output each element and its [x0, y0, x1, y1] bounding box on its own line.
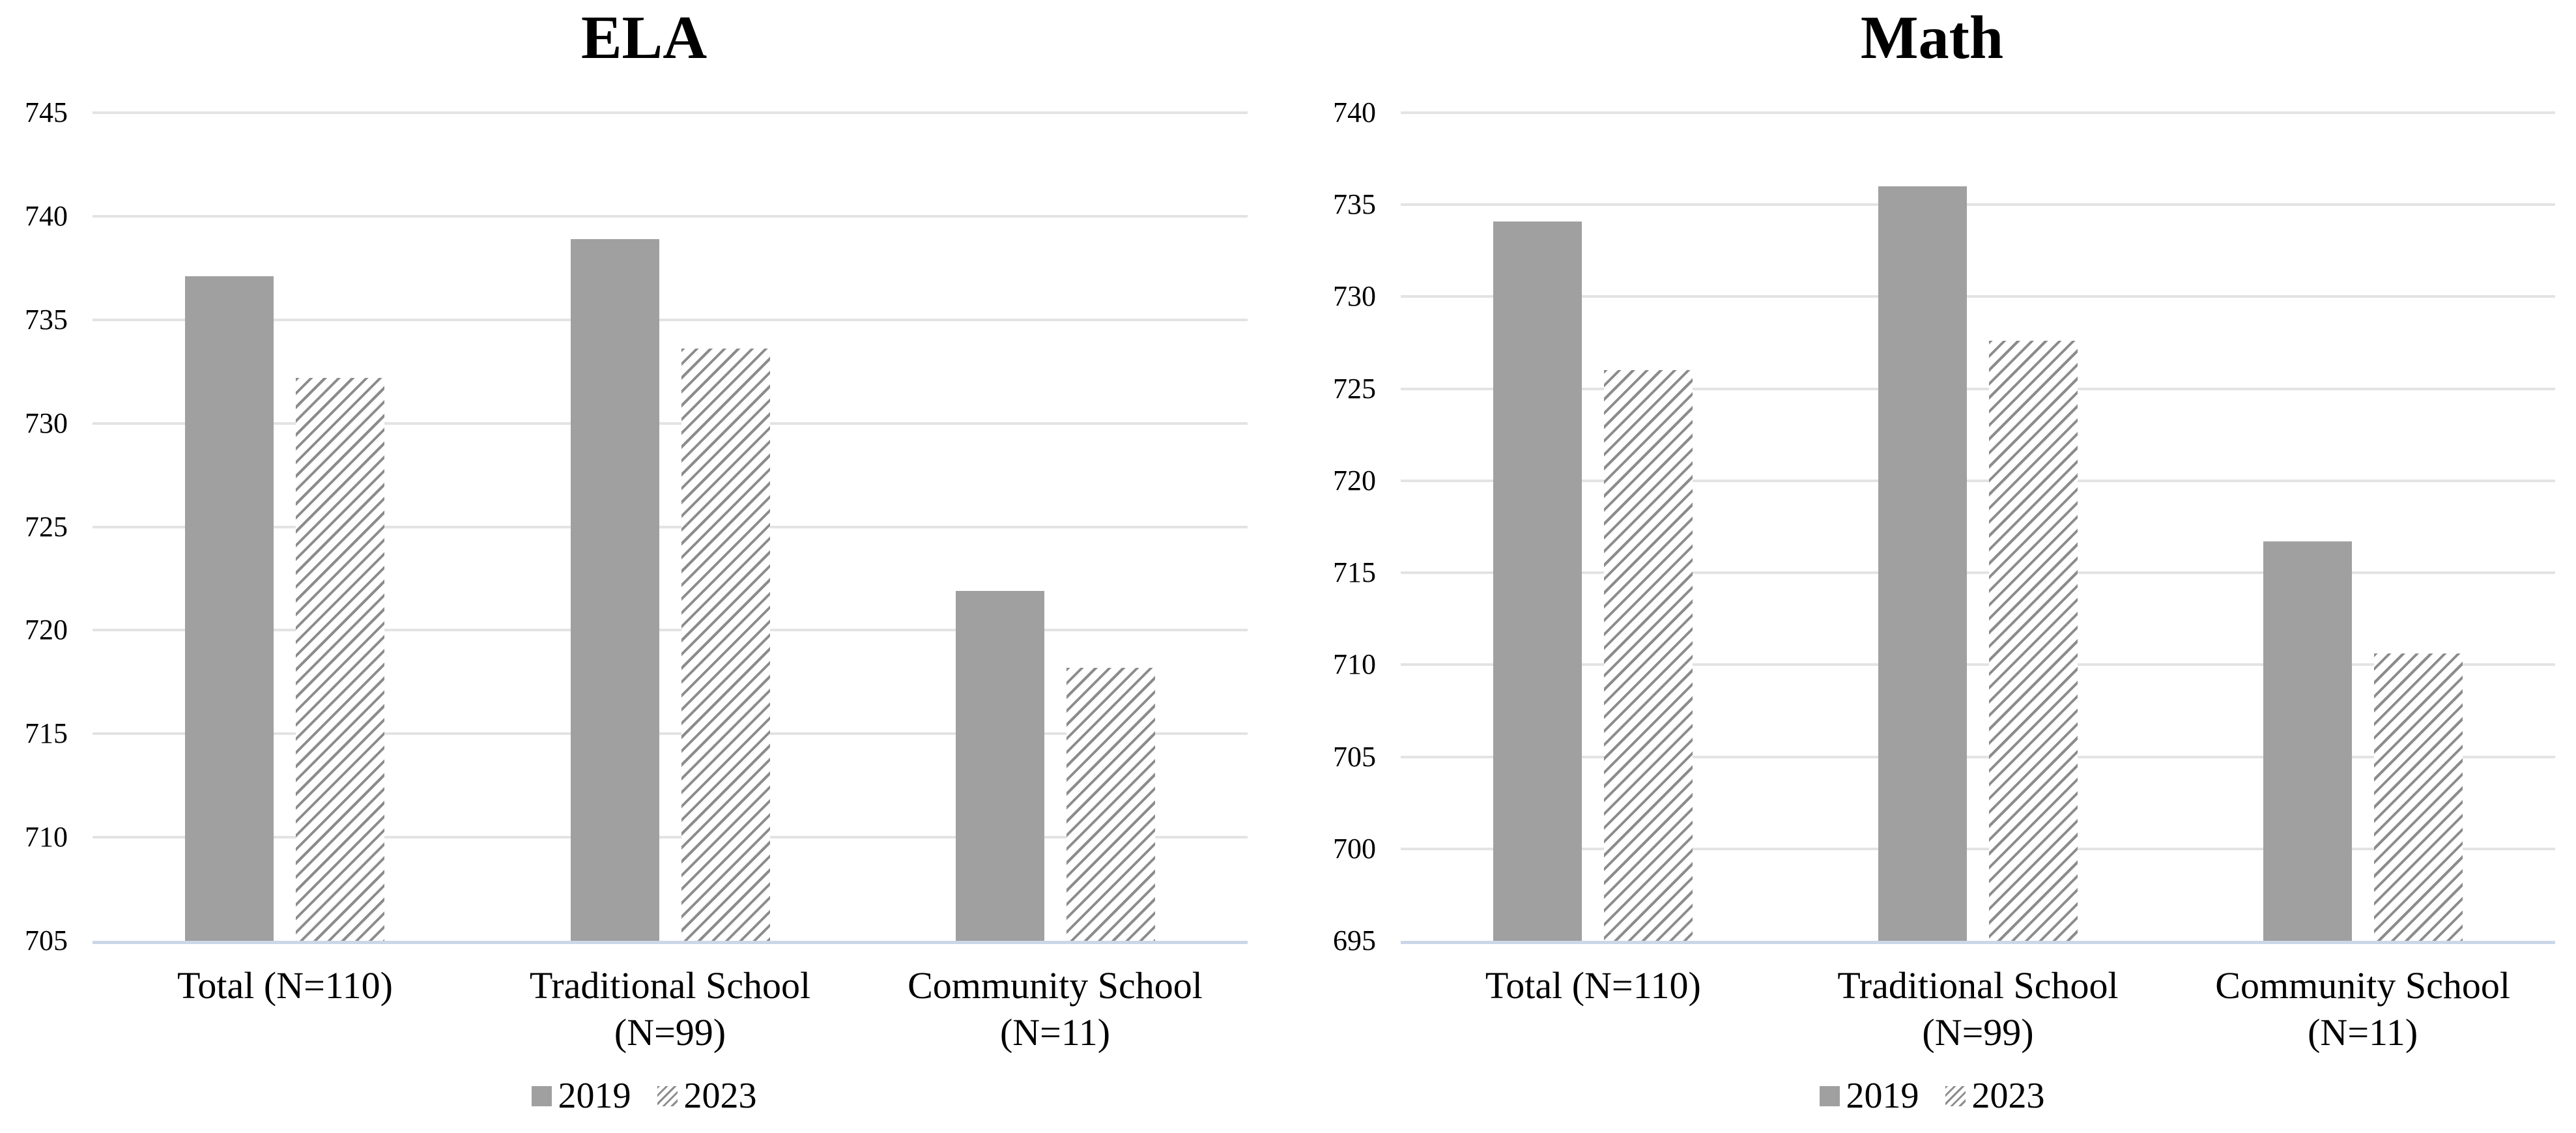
solid-swatch-icon	[1819, 1085, 1840, 1106]
bar-2019-community-school	[2263, 541, 2352, 941]
gridline	[93, 836, 1248, 839]
bar-2023-traditional-school	[1989, 341, 2078, 941]
hatched-swatch-icon	[1945, 1085, 1966, 1106]
x-axis-category-label: Traditional School (N=99)	[1837, 962, 2118, 1056]
ela-x-axis-category-labels: Total (N=110) Traditional School (N=99) Com…	[93, 962, 1248, 1086]
category-label-line1: Total (N=110)	[1485, 964, 1701, 1007]
x-axis-category-label: Total (N=110)	[177, 962, 393, 1009]
bar-2023-community-school	[1066, 667, 1155, 941]
bar-2019-total-n-110-	[185, 276, 274, 941]
y-axis-tick-label: 705	[1333, 740, 1376, 773]
y-axis-tick-label: 740	[1333, 96, 1376, 128]
category-label-line1: Community School	[2215, 964, 2511, 1007]
math-chart-title: Math	[1860, 4, 2004, 72]
math-plot-area	[1401, 111, 2555, 944]
bar-2023-community-school	[2373, 653, 2463, 941]
gridline	[93, 629, 1248, 632]
y-axis-tick-label: 740	[25, 199, 68, 232]
gridline	[1401, 203, 2555, 207]
gridline	[1401, 755, 2555, 758]
y-axis-tick-label: 725	[1333, 372, 1376, 405]
hatched-swatch-icon	[657, 1085, 678, 1106]
ela-y-axis-tick-labels: 705 710 715 720 725 730 735 740 745	[0, 98, 68, 955]
gridline	[1401, 847, 2555, 850]
category-label-line2: (N=11)	[999, 1011, 1111, 1054]
legend-label: 2019	[558, 1076, 631, 1116]
y-axis-tick-label: 705	[25, 925, 68, 956]
gridline	[93, 732, 1248, 736]
category-label-line1: Community School	[908, 964, 1203, 1007]
category-label-line2: (N=99)	[614, 1011, 726, 1054]
gridline	[1401, 479, 2555, 482]
y-axis-tick-label: 730	[25, 407, 68, 439]
gridline	[1401, 387, 2555, 390]
x-axis-category-label: Traditional School (N=99)	[530, 962, 810, 1056]
y-axis-tick-label: 715	[25, 717, 68, 750]
gridline	[1401, 663, 2555, 667]
y-axis-tick-label: 745	[25, 96, 68, 128]
category-label-line2: (N=99)	[1922, 1011, 2034, 1054]
x-axis-category-label: Community School (N=11)	[2215, 962, 2510, 1056]
bar-2019-community-school	[955, 591, 1044, 941]
gridline	[93, 422, 1248, 425]
category-label-line1: Total (N=110)	[177, 964, 393, 1007]
math-y-axis-tick-labels: 695 700 705 710 715 720 725 730 735 740	[1288, 98, 1376, 955]
x-axis-category-label: Total (N=110)	[1485, 962, 1701, 1009]
y-axis-tick-label: 735	[25, 303, 68, 336]
bar-2019-traditional-school	[570, 238, 659, 941]
y-axis-tick-label: 695	[1333, 925, 1376, 956]
y-axis-tick-label: 730	[1333, 280, 1376, 313]
category-label-line1: Traditional School	[1837, 964, 2119, 1007]
gridline	[1401, 295, 2555, 298]
bar-2023-total-n-110-	[1604, 370, 1693, 941]
solid-swatch-icon	[531, 1085, 552, 1106]
y-axis-tick-label: 735	[1333, 188, 1376, 221]
math-legend: 2019 2023	[1288, 1075, 2576, 1117]
y-axis-tick-label: 720	[25, 614, 68, 646]
legend-item-2023: 2023	[1945, 1075, 2045, 1117]
gridline	[1401, 111, 2555, 114]
y-axis-tick-label: 710	[1333, 648, 1376, 681]
bar-2023-traditional-school	[681, 349, 770, 941]
legend-label: 2019	[1846, 1076, 1919, 1116]
gridline	[93, 525, 1248, 528]
bar-2019-traditional-school	[1878, 186, 1967, 941]
legend-item-2023: 2023	[657, 1075, 757, 1117]
legend-item-2019: 2019	[531, 1075, 631, 1117]
category-label-line1: Traditional School	[529, 964, 811, 1007]
bar-2019-total-n-110-	[1493, 221, 1582, 941]
math-x-axis-category-labels: Total (N=110) Traditional School (N=99) Com…	[1401, 962, 2555, 1086]
legend-item-2019: 2019	[1819, 1075, 1919, 1117]
legend-label: 2023	[1971, 1076, 2045, 1116]
category-label-line2: (N=11)	[2308, 1011, 2418, 1054]
ela-legend: 2019 2023	[0, 1075, 1288, 1117]
y-axis-tick-label: 700	[1333, 832, 1376, 865]
y-axis-tick-label: 720	[1333, 464, 1376, 496]
y-axis-tick-label: 725	[25, 510, 68, 543]
math-chart-panel: Math 695 700 705 710 715 720 725 730 735 740 Tota…	[1288, 0, 2576, 1133]
ela-chart-title: ELA	[580, 4, 708, 72]
gridline	[93, 214, 1248, 218]
ela-plot-area	[93, 111, 1248, 944]
gridline	[93, 318, 1248, 321]
y-axis-tick-label: 710	[25, 821, 68, 853]
bar-2023-total-n-110-	[296, 377, 385, 941]
x-axis-category-label: Community School (N=11)	[908, 962, 1203, 1056]
gridline	[1401, 571, 2555, 575]
y-axis-tick-label: 715	[1333, 556, 1376, 589]
ela-chart-panel: ELA 705 710 715 720 725 730 735 740 745 Total (N…	[0, 4, 1288, 1117]
gridline	[93, 111, 1248, 114]
legend-label: 2023	[683, 1076, 757, 1116]
